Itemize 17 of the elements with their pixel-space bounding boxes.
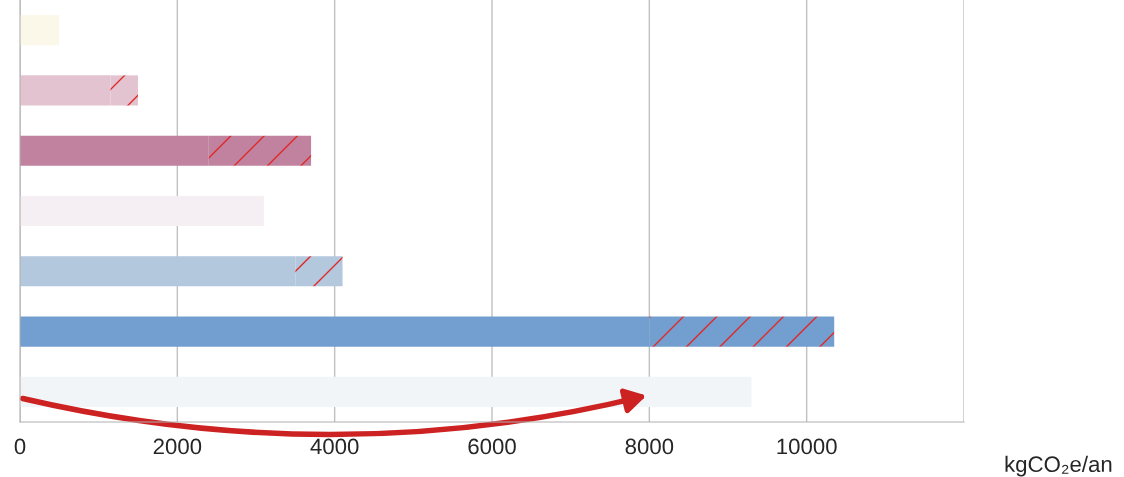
- bar: [649, 316, 835, 347]
- bar: [295, 256, 343, 287]
- x-tick-label: 8000: [625, 438, 674, 455]
- x-tick-label: 0: [14, 438, 26, 455]
- bar: [20, 75, 111, 106]
- x-tick-label: 4000: [310, 438, 359, 455]
- bar: [110, 75, 138, 106]
- bar: [20, 15, 60, 46]
- x-axis-title: kgCO₂e/an: [1005, 455, 1112, 477]
- bar: [20, 256, 296, 287]
- x-tick-label: 10000: [777, 438, 837, 455]
- bar: [208, 135, 312, 166]
- bar: [20, 195, 264, 227]
- x-tick-label: 2000: [153, 438, 202, 455]
- bar: [20, 316, 650, 347]
- x-tick-label: 6000: [468, 438, 516, 455]
- bar: [20, 135, 209, 166]
